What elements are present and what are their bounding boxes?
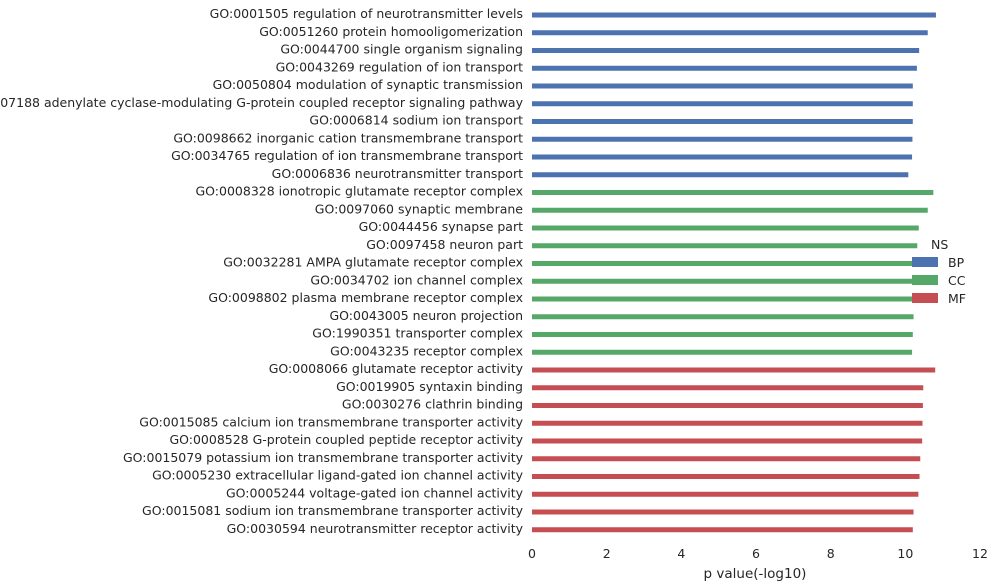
bar-bp-0 bbox=[532, 12, 936, 18]
category-label: GO:0098802 plasma membrane receptor comp… bbox=[208, 290, 523, 305]
category-label: GO:0005230 extracellular ligand-gated io… bbox=[152, 468, 524, 483]
bar-cc-13 bbox=[532, 243, 918, 249]
bar-bp-7 bbox=[532, 136, 913, 142]
category-label: GO:0032281 AMPA glutamate receptor compl… bbox=[223, 255, 523, 270]
category-label: GO:0097458 neuron part bbox=[366, 237, 523, 252]
bar-cc-11 bbox=[532, 207, 928, 213]
x-tick-label: 12 bbox=[972, 546, 988, 561]
category-label: GO:0015081 sodium ion transmembrane tran… bbox=[142, 503, 524, 518]
category-label: GO:1990351 transporter complex bbox=[312, 326, 523, 341]
category-label: GO:0030276 clathrin binding bbox=[342, 397, 523, 412]
bar-mf-20 bbox=[532, 367, 936, 373]
category-label: GO:0015079 potassium ion transmembrane t… bbox=[123, 450, 524, 465]
category-label: GO:0007188 adenylate cyclase-modulating … bbox=[0, 95, 524, 110]
category-label: GO:0098662 inorganic cation transmembran… bbox=[173, 130, 523, 145]
category-label: GO:0008328 ionotropic glutamate receptor… bbox=[196, 184, 524, 199]
category-label: GO:0051260 protein homooligomerization bbox=[259, 24, 523, 39]
bar-bp-5 bbox=[532, 101, 913, 107]
category-label: GO:0019905 syntaxin binding bbox=[336, 379, 523, 394]
category-label: GO:0001505 regulation of neurotransmitte… bbox=[210, 6, 523, 21]
category-label: GO:0043235 receptor complex bbox=[330, 343, 523, 358]
x-tick-label: 4 bbox=[677, 546, 685, 561]
legend-swatch-bp bbox=[912, 257, 938, 267]
category-label: GO:0008528 G-protein coupled peptide rec… bbox=[169, 432, 523, 447]
bar-cc-17 bbox=[532, 314, 914, 320]
bar-mf-29 bbox=[532, 527, 913, 533]
bar-bp-4 bbox=[532, 83, 913, 89]
bar-cc-16 bbox=[532, 296, 914, 302]
x-tick-label: 0 bbox=[528, 546, 536, 561]
legend: NS BP CC MF bbox=[912, 237, 966, 306]
category-label: GO:0044456 synapse part bbox=[359, 219, 523, 234]
bars-group bbox=[532, 12, 936, 533]
bar-mf-25 bbox=[532, 456, 921, 462]
bar-bp-6 bbox=[532, 119, 913, 124]
x-axis-ticks-group: 0 2 4 6 8 10 12 bbox=[528, 546, 988, 561]
x-tick-label: 6 bbox=[752, 546, 760, 561]
category-label: GO:0030594 neurotransmitter receptor act… bbox=[227, 521, 524, 536]
category-label: GO:0006836 neurotransmitter transport bbox=[272, 166, 523, 181]
bar-bp-9 bbox=[532, 172, 909, 178]
bar-bp-3 bbox=[532, 65, 917, 71]
legend-swatch-mf bbox=[912, 293, 938, 303]
category-label: GO:0043269 regulation of ion transport bbox=[276, 59, 524, 74]
bar-cc-10 bbox=[532, 190, 934, 195]
bar-mf-28 bbox=[532, 509, 914, 515]
bar-mf-26 bbox=[532, 474, 920, 479]
bar-bp-1 bbox=[532, 30, 928, 36]
category-label: GO:0043005 neuron projection bbox=[329, 308, 523, 323]
x-tick-label: 8 bbox=[827, 546, 835, 561]
category-labels-group: GO:0001505 regulation of neurotransmitte… bbox=[0, 6, 524, 536]
bar-mf-24 bbox=[532, 438, 923, 444]
bar-cc-15 bbox=[532, 278, 915, 284]
bar-mf-27 bbox=[532, 491, 919, 497]
category-label: GO:0044700 single organism signaling bbox=[280, 42, 523, 57]
category-label: GO:0015085 calcium ion transmembrane tra… bbox=[139, 414, 523, 429]
bar-mf-21 bbox=[532, 385, 924, 391]
bar-bp-8 bbox=[532, 154, 913, 160]
category-label: GO:0005244 voltage-gated ion channel act… bbox=[226, 485, 524, 500]
bar-cc-18 bbox=[532, 332, 913, 337]
category-label: GO:0097060 synaptic membrane bbox=[315, 201, 524, 216]
x-tick-label: 2 bbox=[603, 546, 611, 561]
category-label: GO:0006814 sodium ion transport bbox=[309, 113, 523, 128]
category-label: GO:0050804 modulation of synaptic transm… bbox=[213, 77, 523, 92]
legend-label-bp: BP bbox=[948, 255, 965, 270]
bar-cc-14 bbox=[532, 261, 917, 266]
category-label: GO:0034765 regulation of ion transmembra… bbox=[171, 148, 523, 163]
bar-cc-12 bbox=[532, 225, 919, 231]
x-axis-label: p value(-log10) bbox=[704, 566, 807, 582]
legend-label-mf: MF bbox=[948, 291, 966, 306]
category-label: GO:0008066 glutamate receptor activity bbox=[269, 361, 524, 376]
category-label: GO:0034702 ion channel complex bbox=[310, 272, 523, 287]
legend-label-cc: CC bbox=[948, 273, 966, 288]
legend-swatch-cc bbox=[912, 275, 938, 285]
bar-mf-23 bbox=[532, 420, 923, 426]
bar-mf-22 bbox=[532, 403, 923, 408]
bar-bp-2 bbox=[532, 48, 920, 53]
x-tick-label: 10 bbox=[897, 546, 913, 561]
bar-cc-19 bbox=[532, 349, 913, 355]
legend-title: NS bbox=[931, 237, 948, 252]
